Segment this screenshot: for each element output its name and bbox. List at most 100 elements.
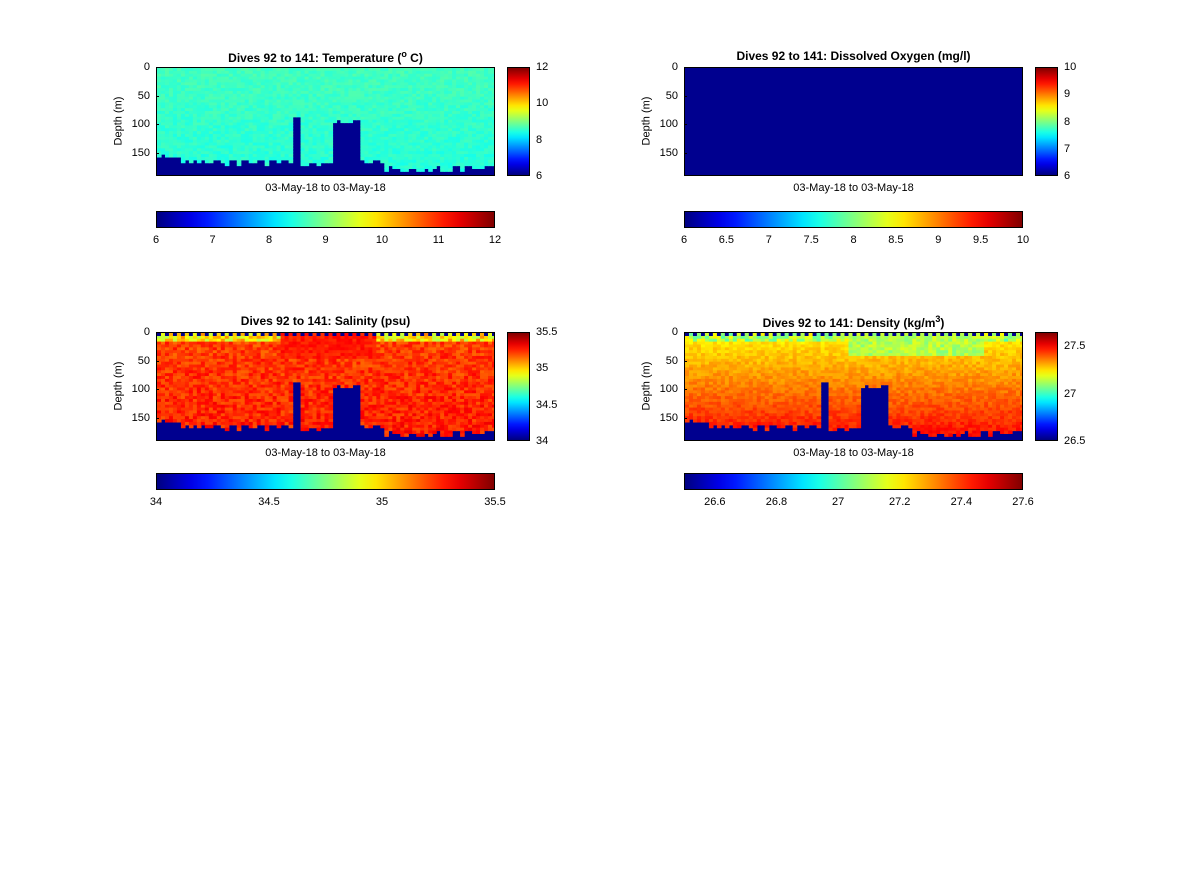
heatmap-cell <box>420 344 425 348</box>
heatmap-cell <box>252 361 258 366</box>
heatmap-cell <box>416 168 421 172</box>
heatmap-cell <box>312 102 318 106</box>
heatmap-cell <box>180 404 186 409</box>
heatmap-cell <box>224 424 230 429</box>
heatmap-cell <box>404 79 409 83</box>
y-tick-mark <box>684 124 687 126</box>
heatmap-cell <box>324 156 330 161</box>
heatmap-cell <box>336 96 342 101</box>
heatmap-cell <box>240 373 246 377</box>
heatmap-cell <box>264 105 270 109</box>
heatmap-svg <box>157 333 494 440</box>
heatmap-cell <box>388 344 393 348</box>
heatmap-cell <box>168 413 174 417</box>
heatmap-cell <box>328 70 334 75</box>
heatmap-cell <box>432 424 437 429</box>
heatmap-cell <box>304 347 310 351</box>
heatmap-cell <box>200 390 206 394</box>
heatmap-cell <box>188 350 194 354</box>
heatmap-cell <box>328 73 334 78</box>
heatmap-cell <box>440 131 445 135</box>
heatmap-cell <box>336 99 342 104</box>
heatmap-cell <box>268 344 274 348</box>
heatmap-cell <box>376 350 381 354</box>
heatmap-cell <box>164 131 170 135</box>
heatmap-cell <box>292 370 298 374</box>
heatmap-cell <box>188 398 194 403</box>
heatmap-cell <box>248 355 254 360</box>
heatmap-cell <box>228 96 234 101</box>
heatmap-cell <box>408 335 413 340</box>
heatmap-cell <box>436 82 441 86</box>
heatmap-cell <box>376 68 381 72</box>
heatmap-cell <box>472 88 477 92</box>
heatmap-cell <box>316 99 322 104</box>
heatmap-cell <box>400 76 405 81</box>
heatmap-cell <box>188 378 194 383</box>
heatmap-cell <box>188 108 194 112</box>
heatmap-cell <box>216 398 222 403</box>
heatmap-cell <box>192 82 198 86</box>
heatmap-cell <box>308 416 314 420</box>
heatmap-cell <box>316 73 322 78</box>
heatmap-cell <box>212 105 218 109</box>
heatmap-cell <box>284 156 290 161</box>
heatmap-cell <box>332 93 338 98</box>
heatmap-cell <box>320 154 326 158</box>
heatmap-cell <box>157 102 162 106</box>
heatmap-cell <box>236 361 242 366</box>
heatmap-cell <box>328 90 334 95</box>
heatmap-cell <box>368 416 373 420</box>
heatmap-cell <box>404 96 409 101</box>
heatmap-cell <box>196 376 202 380</box>
heatmap-cell <box>388 113 393 118</box>
heatmap-cell <box>188 393 194 397</box>
heatmap-cell <box>364 370 369 374</box>
heatmap-cell <box>172 376 178 380</box>
heatmap-cell <box>236 384 242 389</box>
heatmap-cell <box>256 122 262 126</box>
heatmap-cell <box>324 361 330 366</box>
heatmap-cell <box>224 416 230 420</box>
heatmap-cell <box>468 139 473 144</box>
heatmap-cell <box>424 136 429 141</box>
heatmap-cell <box>188 387 194 391</box>
heatmap-cell <box>248 341 254 346</box>
heatmap-cell <box>448 154 453 158</box>
heatmap-cell <box>236 407 242 412</box>
heatmap-cell <box>292 102 298 106</box>
heatmap-cell <box>288 142 294 147</box>
heatmap-cell <box>452 79 457 83</box>
heatmap-cell <box>212 396 218 400</box>
heatmap-cell <box>328 381 334 386</box>
heatmap-cell <box>384 338 389 343</box>
heatmap-cell <box>300 96 306 101</box>
heatmap-cell <box>320 88 326 92</box>
heatmap-cell <box>408 154 413 158</box>
heatmap-cell <box>164 73 170 78</box>
heatmap-cell <box>164 76 170 81</box>
heatmap-cell <box>408 424 413 429</box>
heatmap-cell <box>244 421 250 426</box>
heatmap-cell <box>460 131 465 135</box>
heatmap-cell <box>412 401 417 406</box>
heatmap-cell <box>444 111 449 115</box>
heatmap-cell <box>464 108 469 112</box>
heatmap-cell <box>204 393 210 397</box>
heatmap-cell <box>192 99 198 104</box>
heatmap-cell <box>268 353 274 357</box>
heatmap-cell <box>276 341 282 346</box>
heatmap-cell <box>436 108 441 112</box>
heatmap-cell <box>372 361 377 366</box>
heatmap-cell <box>364 90 369 95</box>
heatmap-cell <box>256 410 262 414</box>
heatmap-cell <box>216 407 222 412</box>
heatmap-cell <box>276 148 282 152</box>
heatmap-cell <box>352 341 358 346</box>
heatmap-cell <box>264 373 270 377</box>
heatmap-cell <box>208 410 214 414</box>
heatmap-cell <box>192 367 198 371</box>
heatmap-cell <box>236 79 242 83</box>
heatmap-cell <box>168 416 174 420</box>
heatmap-cell <box>288 82 294 86</box>
